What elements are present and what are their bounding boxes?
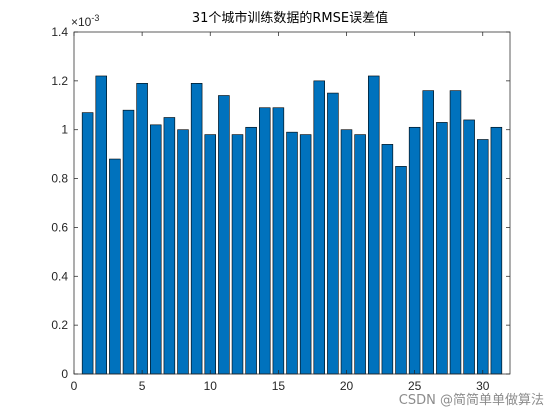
bar [258, 107, 271, 375]
bar [177, 129, 189, 375]
y-tick-label: 0 [61, 367, 68, 381]
svg-text:×10-3: ×10-3 [71, 13, 99, 29]
x-tick-label: 0 [71, 379, 78, 393]
exponent-base: ×10 [71, 15, 92, 29]
bar [122, 109, 135, 375]
bar [150, 124, 162, 375]
plot-area: 0 5 10 15 20 25 30 0 0.2 0.4 0.6 0.8 1 1.2 1.4 [51, 25, 511, 393]
x-tick-label: 20 [340, 379, 354, 393]
bar [476, 139, 489, 375]
bar [449, 90, 462, 375]
y-tick-label: 0.6 [51, 220, 68, 234]
bar [422, 90, 434, 375]
bar [204, 134, 217, 375]
bar [95, 75, 108, 375]
y-tick-label: 1.2 [51, 74, 68, 88]
bar [327, 92, 339, 375]
bar [286, 131, 298, 375]
bar [367, 75, 380, 375]
bar [340, 129, 353, 375]
bar [436, 122, 448, 375]
axes-frame [73, 31, 511, 375]
bar [381, 144, 394, 375]
bar [136, 83, 148, 375]
exponent-power: -3 [91, 13, 99, 23]
bar [313, 80, 325, 375]
y-axis-exponent-label: ×10-3 [71, 13, 99, 29]
bar [299, 134, 312, 375]
bar [272, 107, 285, 375]
bar [354, 134, 366, 375]
bar [490, 126, 503, 375]
bar [245, 126, 257, 375]
chart-title: 31个城市训练数据的RMSE误差值 [192, 10, 388, 26]
x-tick-label: 15 [272, 379, 286, 393]
y-tick-label: 1 [61, 123, 68, 137]
x-tick-label: 10 [204, 379, 218, 393]
bar [81, 112, 94, 375]
watermark: CSDN @简简单单做算法 [399, 392, 544, 408]
y-tick-label: 0.2 [51, 318, 68, 332]
y-tick-label: 0.8 [51, 172, 68, 186]
bar [109, 158, 121, 375]
y-tick-label: 0.4 [51, 269, 68, 283]
bar [163, 117, 176, 375]
x-tick-label: 30 [476, 379, 490, 393]
y-tick-label: 1.4 [51, 25, 68, 39]
bar [190, 83, 203, 375]
x-tick-label: 25 [408, 379, 422, 393]
bar [231, 134, 244, 375]
bar [218, 95, 230, 375]
bar [395, 166, 407, 375]
x-tick-label: 5 [139, 379, 146, 393]
bar [408, 126, 421, 375]
bar [463, 119, 475, 375]
